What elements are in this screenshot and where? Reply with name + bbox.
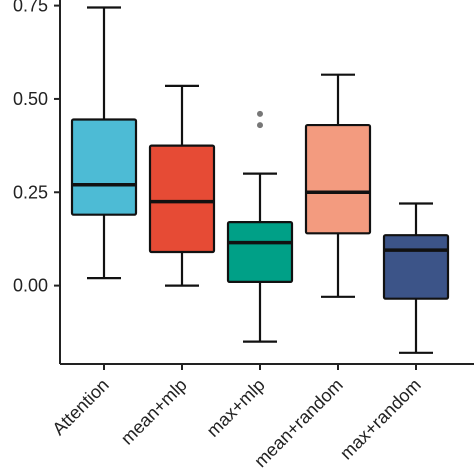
y-tick-label: 0.25 [13,182,48,202]
y-tick-label: 0.50 [13,89,48,109]
box-iqr [304,123,372,235]
outlier-point [257,110,263,117]
x-category-label: Attention [48,375,112,439]
box-1 [70,6,138,280]
box-iqr [70,118,138,216]
boxes-group [70,6,450,354]
x-axis: Attention mean+mlp max+mlpmean+randommax+r… [48,363,474,471]
x-category-label: max+random [336,375,425,464]
y-axis: 0.00 0.25 0.50 0.75 [13,0,61,364]
x-category-label: max+mlp [203,375,269,441]
box-2 [148,84,216,287]
box-iqr [148,144,216,254]
box-4 [304,73,372,298]
box-iqr [226,221,294,283]
y-tick-label: 0.75 [13,0,48,16]
box-iqr [382,234,450,300]
outlier-point [257,122,263,129]
box-5 [382,202,450,354]
y-tick-label: 0.00 [13,276,48,296]
box-3 [226,110,294,343]
x-category-label: mean+mlp [117,375,191,449]
